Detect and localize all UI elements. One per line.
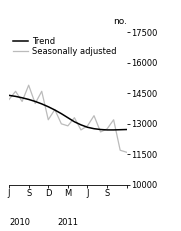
Text: no.: no. [113,17,127,26]
Text: 2011: 2011 [57,218,78,227]
Legend: Trend, Seasonally adjusted: Trend, Seasonally adjusted [13,36,116,56]
Text: 2010: 2010 [9,218,30,227]
